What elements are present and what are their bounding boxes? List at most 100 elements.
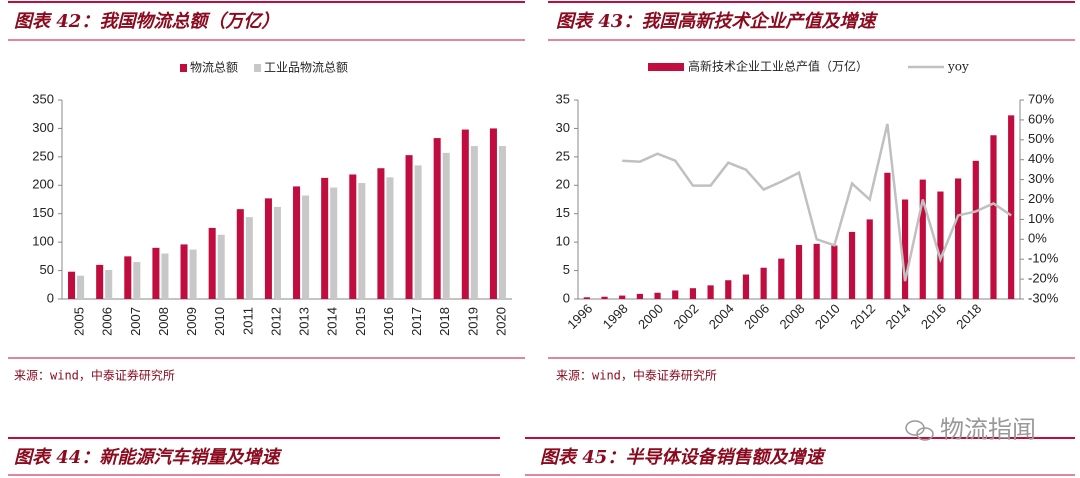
y2-tick-label: 60% [1028,111,1054,126]
bar [236,209,244,299]
bar [414,165,422,299]
y-tick-label: 35 [556,91,570,106]
x-tick-label: 2007 [128,307,143,336]
x-tick-label: 2000 [635,301,666,332]
legend-label: yoy [947,60,969,74]
x-tick-label: 2016 [381,307,396,336]
x-tick-label: 2005 [72,307,87,336]
legend-label: 高新技术企业工业总产值（万亿） [688,59,868,74]
x-tick-label: 2018 [953,301,984,332]
figure-title: 图表 45：半导体设备销售额及增速 [540,447,826,468]
bar [919,179,926,299]
y2-tick-label: 70% [1028,91,1054,106]
source: 来源：wind，中泰证券研究所 [14,368,175,383]
bar [583,297,590,299]
y-tick-label: 0 [47,290,54,305]
x-tick-label: 2015 [353,307,368,336]
y-tick-label: 200 [32,177,54,192]
watermark: 物流指闻 [940,416,1036,443]
bar [442,152,450,299]
bar [124,256,132,299]
bar [133,262,141,299]
bar [972,160,979,299]
bar [725,280,732,299]
x-tick-label: 1998 [600,301,631,332]
figure-title: 图表 44：新能源汽车销量及增速 [14,447,282,468]
y2-tick-label: 50% [1028,131,1054,146]
x-tick-label: 2004 [706,301,737,332]
bar [68,271,76,299]
y2-tick-label: 30% [1028,171,1054,186]
bar [778,258,785,299]
y-tick-label: 250 [32,148,54,163]
bar [264,198,272,299]
bar [672,290,679,299]
bar [813,243,820,299]
figure-title: 图表 42：我国物流总额（万亿） [14,11,279,32]
y-tick-label: 15 [556,205,570,220]
x-tick-label: 2016 [918,301,949,332]
x-tick-label: 2010 [212,307,227,336]
bar [795,244,803,299]
x-tick-label: 2014 [325,307,340,336]
y-tick-label: 0 [563,290,570,305]
x-tick-label: 2006 [100,307,115,336]
bar [884,172,891,299]
bar [601,296,608,299]
bar [760,267,767,299]
bar [489,128,497,299]
bar [937,191,944,299]
bar [245,217,253,299]
bar [358,183,366,299]
bar [707,285,714,299]
legend-label: 工业品物流总额 [264,61,348,75]
legend-swatch [254,64,262,72]
x-tick-label: 2012 [268,307,283,336]
y-tick-label: 300 [32,120,54,135]
figure-title: 图表 43：我国高新技术企业产值及增速 [556,11,878,32]
bar [302,195,310,299]
y-tick-label: 25 [556,148,570,163]
x-tick-label: 2009 [184,307,199,336]
bar [955,178,962,299]
y-tick-label: 30 [556,120,570,135]
x-tick-label: 2020 [493,307,508,336]
source: 来源：wind，中泰证券研究所 [556,368,717,383]
bar [433,138,441,299]
bar [105,270,113,299]
bar [273,206,281,299]
bar [217,234,225,299]
x-tick-label: 2008 [156,307,171,336]
bar [990,135,997,299]
bar [152,247,160,299]
bar [742,274,750,299]
bar [461,129,469,299]
x-tick-label: 2013 [297,307,312,336]
bar [189,249,197,299]
bar [386,177,394,299]
x-tick-label: 2019 [465,307,480,336]
x-tick-label: 1996 [564,301,595,332]
y2-tick-label: 0% [1028,231,1047,246]
bar [321,177,329,299]
y-tick-label: 100 [32,234,54,249]
x-tick-label: 2008 [776,301,807,332]
x-tick-label: 2017 [409,307,424,336]
y2-tick-label: 20% [1028,191,1054,206]
bar [470,146,478,299]
x-tick-label: 2014 [883,301,914,332]
y2-tick-label: -20% [1028,271,1059,286]
x-tick-label: 2018 [437,307,452,336]
x-tick-label: 2002 [670,301,701,332]
y2-tick-label: -10% [1028,251,1059,266]
x-tick-label: 2012 [847,301,878,332]
legend-swatch [648,63,684,71]
x-tick-label: 2011 [240,307,255,335]
bar [377,168,385,299]
bar [498,146,506,299]
bar [96,264,104,299]
y-tick-label: 150 [32,205,54,220]
bar [866,219,873,299]
y-tick-label: 350 [32,91,54,106]
